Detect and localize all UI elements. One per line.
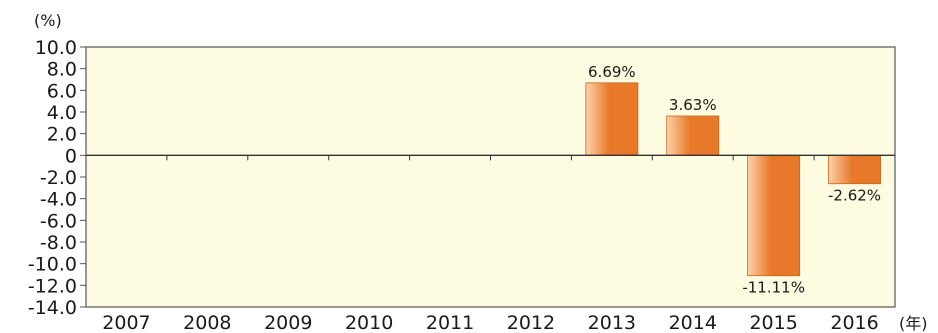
- data-label-2015: -11.11%: [742, 279, 805, 297]
- y-tick-label: 2.0: [47, 124, 77, 146]
- y-tick-label: -10.0: [28, 254, 77, 276]
- data-label-2016: -2.62%: [828, 187, 881, 205]
- y-tick-label: -14.0: [28, 297, 77, 319]
- data-label-2014: 3.63%: [669, 96, 717, 114]
- y-tick-label: -6.0: [40, 210, 77, 232]
- x-category-label: 2013: [588, 312, 636, 333]
- y-tick-label: -2.0: [40, 167, 77, 189]
- x-category-label: 2016: [830, 312, 878, 333]
- x-category-label: 2011: [426, 312, 474, 333]
- y-axis: 10.08.06.04.02.00-2.0-4.0-6.0-8.0-10.0-1…: [28, 37, 86, 319]
- bars: [166, 82, 881, 277]
- y-tick-label: 4.0: [47, 102, 77, 124]
- x-axis-unit-label: (年): [899, 314, 928, 333]
- y-tick-label: 0: [65, 145, 77, 167]
- bar-2014: [666, 115, 720, 156]
- x-category-label: 2008: [183, 312, 231, 333]
- y-tick-label: -12.0: [28, 275, 77, 297]
- y-tick-label: -8.0: [40, 232, 77, 254]
- y-tick-label: 6.0: [47, 80, 77, 102]
- data-label-2013: 6.69%: [588, 63, 636, 81]
- x-category-label: 2015: [749, 312, 797, 333]
- x-category-label: 2007: [102, 312, 150, 333]
- bar-2016: [828, 154, 881, 185]
- y-axis-unit-label: (%): [34, 11, 62, 30]
- bar-2015: [747, 154, 801, 277]
- y-tick-label: 10.0: [35, 37, 77, 59]
- x-category-label: 2012: [507, 312, 555, 333]
- data-labels: 6.69% 3.63% -11.11% -2.62%: [588, 63, 881, 297]
- x-category-label: 2009: [264, 312, 312, 333]
- x-category-label: 2010: [345, 312, 393, 333]
- y-tick-label: 8.0: [47, 59, 77, 81]
- x-axis: 2007 2008 2009 2010 2011 2012 2013 2014 2015 2016: [102, 312, 878, 333]
- x-category-label: 2014: [669, 312, 717, 333]
- y-tick-label: -4.0: [40, 189, 77, 211]
- bar-2013: [585, 82, 639, 156]
